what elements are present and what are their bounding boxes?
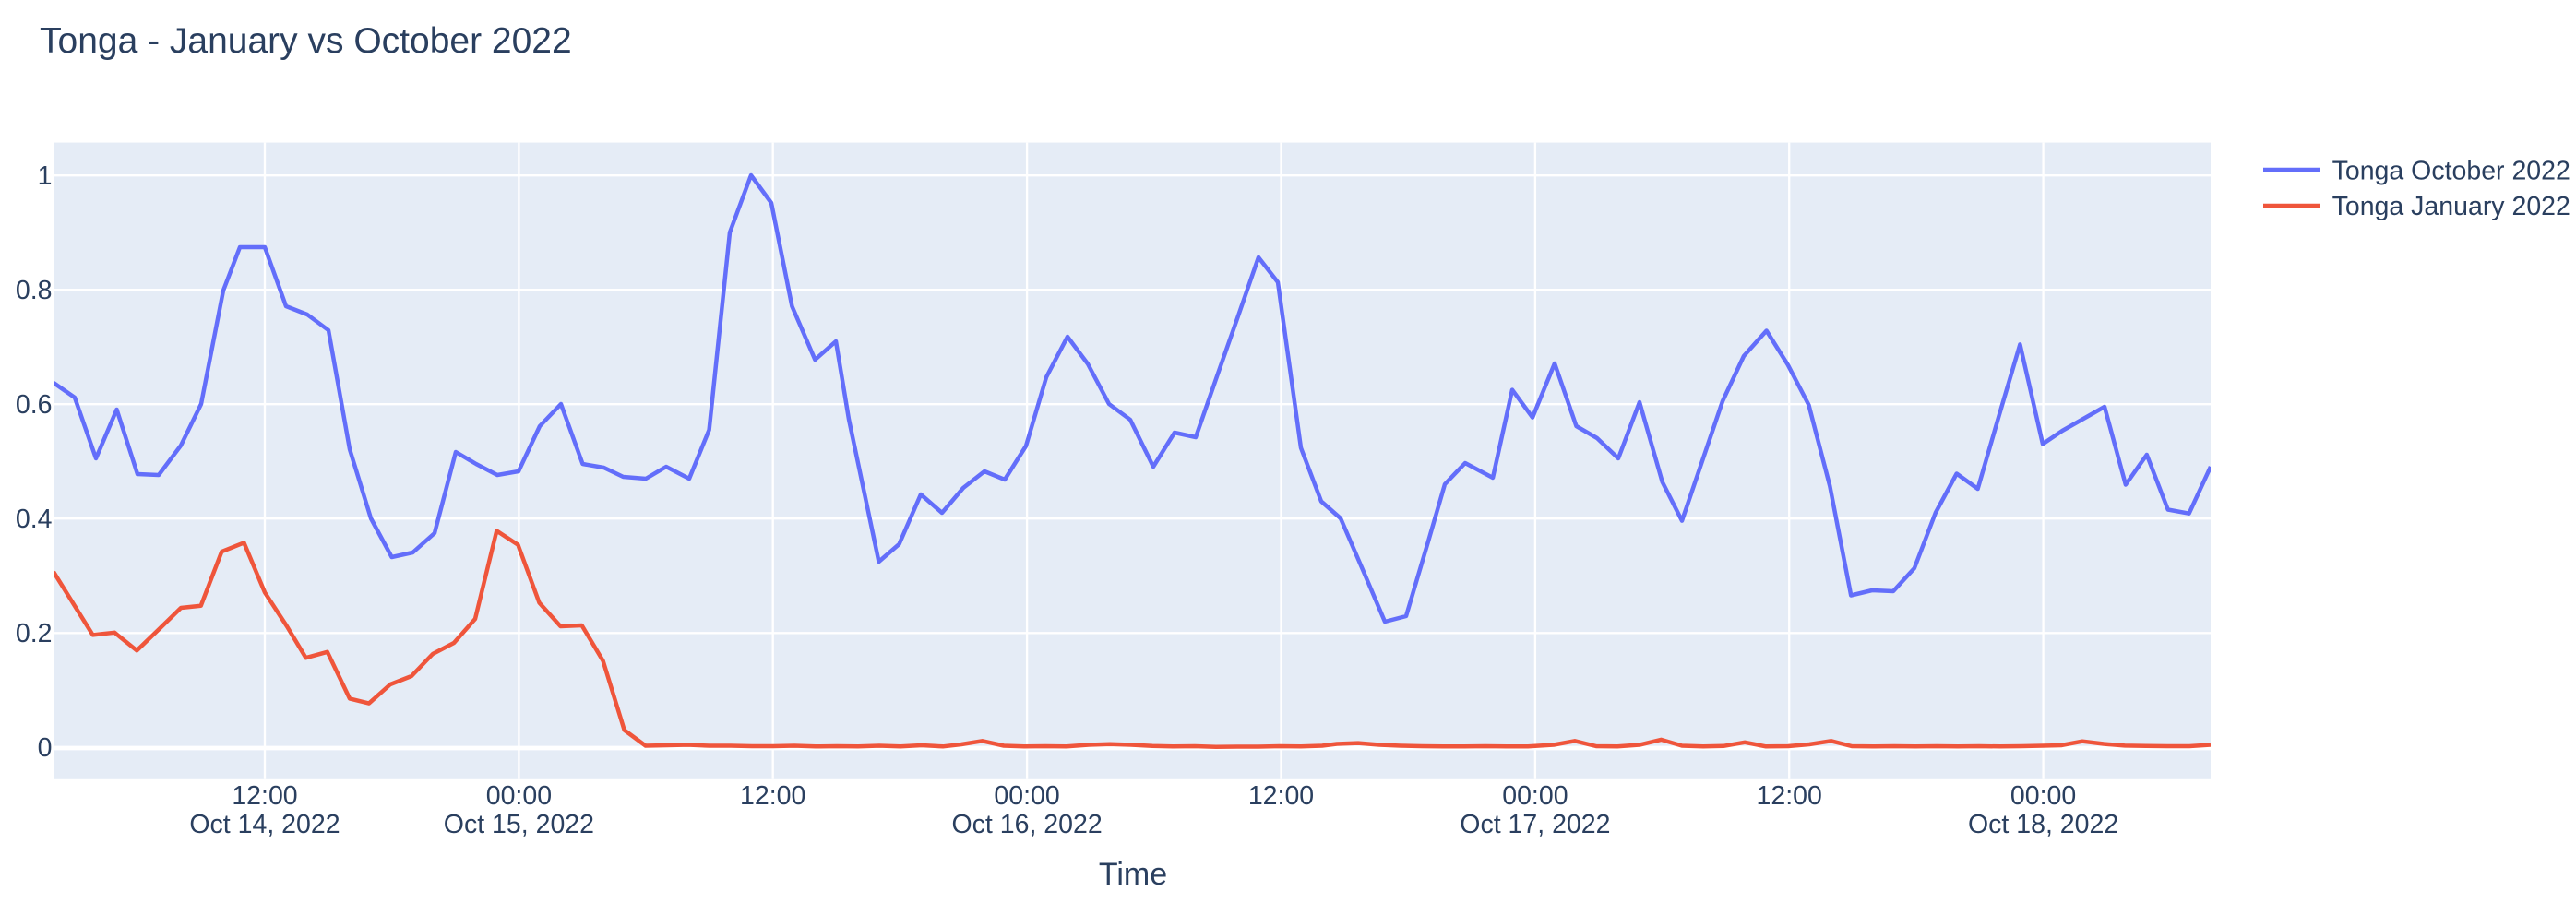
svg-text:12:00: 12:00 [232, 781, 297, 811]
svg-text:0.2: 0.2 [16, 619, 53, 648]
svg-text:00:00: 00:00 [486, 781, 552, 811]
svg-text:00:00: 00:00 [1502, 781, 1568, 811]
svg-text:0.6: 0.6 [16, 390, 53, 420]
svg-text:Oct 17, 2022: Oct 17, 2022 [1460, 810, 1610, 839]
svg-text:1: 1 [38, 161, 53, 191]
svg-text:00:00: 00:00 [2010, 781, 2076, 811]
svg-text:Time: Time [1099, 857, 1167, 892]
svg-text:12:00: 12:00 [740, 781, 805, 811]
svg-text:0.4: 0.4 [16, 505, 53, 534]
svg-text:Tonga - January vs October 202: Tonga - January vs October 2022 [40, 21, 572, 61]
svg-text:Oct 15, 2022: Oct 15, 2022 [444, 810, 594, 839]
svg-text:00:00: 00:00 [994, 781, 1059, 811]
svg-text:12:00: 12:00 [1757, 781, 1822, 811]
svg-text:Oct 14, 2022: Oct 14, 2022 [189, 810, 340, 839]
svg-text:0: 0 [38, 733, 53, 763]
svg-text:Oct 18, 2022: Oct 18, 2022 [1968, 810, 2118, 839]
svg-text:0.8: 0.8 [16, 276, 53, 305]
svg-text:12:00: 12:00 [1248, 781, 1314, 811]
svg-text:Oct 16, 2022: Oct 16, 2022 [951, 810, 1102, 839]
svg-text:Tonga January 2022: Tonga January 2022 [2332, 192, 2570, 221]
svg-text:Tonga October 2022: Tonga October 2022 [2332, 157, 2570, 186]
